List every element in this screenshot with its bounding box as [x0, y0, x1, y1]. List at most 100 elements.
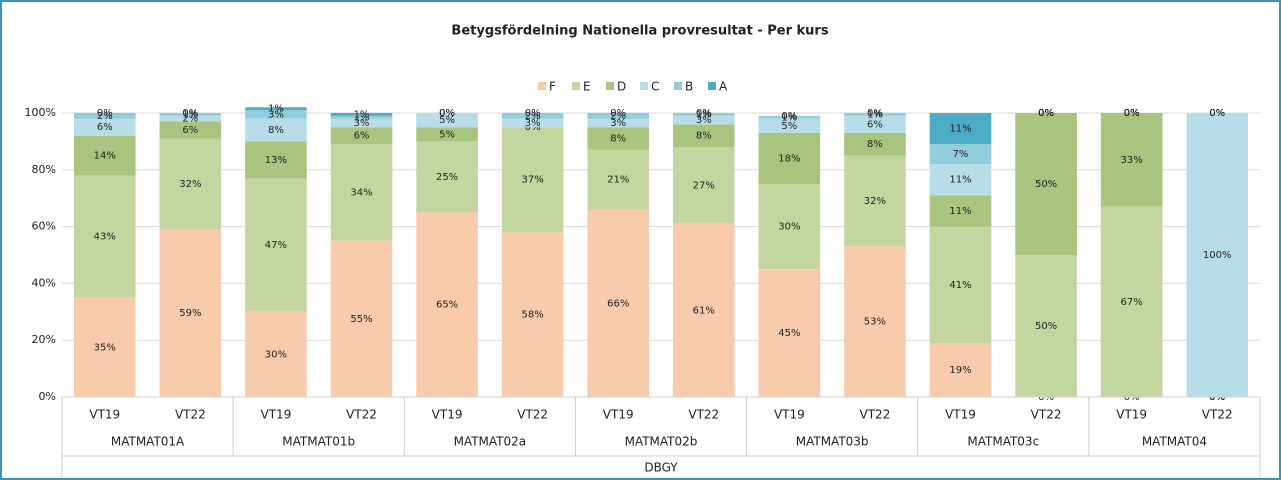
data-label: 11%	[949, 124, 971, 135]
data-label: 55%	[350, 314, 372, 325]
data-label: 14%	[94, 151, 116, 162]
bar-segment	[416, 127, 478, 142]
x-tick-label: VT19	[261, 408, 292, 422]
data-label: 30%	[778, 222, 800, 233]
data-label: 37%	[522, 175, 544, 186]
y-tick-label: 0%	[39, 390, 56, 403]
group-label: MATMAT01b	[282, 435, 355, 449]
bar-segment	[672, 115, 735, 125]
x-tick-label: VT22	[517, 408, 548, 422]
bar-segment	[672, 113, 735, 116]
bar-segment	[758, 269, 821, 397]
data-label: 6%	[867, 119, 883, 130]
bar-segment	[245, 311, 307, 397]
data-label: 67%	[1121, 297, 1143, 308]
bar-segment	[758, 184, 821, 270]
group-label: MATMAT01A	[111, 435, 185, 449]
data-label: 32%	[179, 179, 201, 190]
bar-segment	[929, 164, 992, 196]
data-label: 100%	[1203, 250, 1232, 261]
chart-title: Betygsfördelning Nationella provresultat…	[451, 24, 828, 39]
x-tick-label: VT22	[1202, 408, 1233, 422]
data-label: 0%	[1038, 108, 1054, 119]
bar-segment	[73, 113, 136, 119]
legend-label: B	[685, 80, 693, 94]
group-label: MATMAT02b	[625, 435, 698, 449]
data-label: 19%	[949, 365, 971, 376]
data-label: 47%	[265, 240, 287, 251]
x-tick-label: VT22	[346, 408, 377, 422]
legend-swatch	[674, 82, 682, 90]
bar-segment	[330, 144, 393, 241]
bar-segment	[245, 107, 307, 111]
x-tick-label: VT19	[774, 408, 805, 422]
data-label: 5%	[781, 121, 797, 132]
data-label: 58%	[522, 310, 544, 321]
bar-segment	[73, 135, 136, 176]
bar-segment	[587, 149, 650, 210]
bar-segment	[587, 118, 650, 128]
data-label: 0%	[439, 108, 455, 119]
bar-segment	[416, 212, 478, 397]
data-label: 0%	[781, 111, 797, 122]
legend-swatch	[708, 82, 716, 90]
bar-segment	[330, 115, 393, 119]
bar-segment	[159, 115, 222, 122]
data-label: 0%	[610, 108, 626, 119]
data-label: 1%	[268, 104, 284, 115]
data-label: 1%	[867, 109, 883, 120]
data-label: 1%	[354, 112, 370, 123]
data-label: 2%	[182, 114, 198, 125]
bar-segment	[501, 127, 564, 233]
data-label: 11%	[949, 175, 971, 186]
data-label: 0%	[97, 108, 113, 119]
x-tick-label: VT19	[1116, 408, 1147, 422]
x-tick-label: VT22	[860, 408, 891, 422]
data-label: 61%	[693, 305, 715, 316]
data-label: 5%	[439, 115, 455, 126]
data-label: 43%	[94, 232, 116, 243]
data-label: 18%	[778, 153, 800, 164]
data-label: 8%	[268, 125, 284, 136]
data-label: 0%	[867, 108, 883, 119]
legend-label: C	[651, 80, 659, 94]
bar-segment	[501, 113, 564, 119]
data-label: 34%	[350, 188, 372, 199]
bar-segment	[1100, 206, 1163, 397]
bar-segment	[416, 113, 478, 128]
x-tick-label: VT19	[603, 408, 634, 422]
x-tick-label: VT22	[175, 408, 206, 422]
bar-segment	[159, 138, 222, 230]
data-label: 30%	[265, 349, 287, 360]
data-label: 50%	[1035, 321, 1057, 332]
y-tick-label: 100%	[25, 106, 56, 119]
legend-label: A	[719, 80, 728, 94]
outer-group-label: DBGY	[644, 461, 678, 475]
bar-segment	[73, 118, 136, 136]
data-label: 0%	[1124, 108, 1140, 119]
data-label: 32%	[864, 196, 886, 207]
bar-segment	[1100, 113, 1163, 207]
group-label: MATMAT04	[1142, 435, 1207, 449]
data-label: 0%	[1038, 108, 1054, 119]
bar-segment	[844, 246, 906, 397]
data-label: 2%	[525, 111, 541, 122]
bar-segment	[1015, 255, 1077, 397]
y-tick-label: 20%	[32, 333, 56, 346]
data-label: 41%	[949, 280, 971, 291]
bar-segment	[1015, 113, 1077, 255]
data-label: 2%	[97, 111, 113, 122]
data-label: 6%	[354, 131, 370, 142]
data-label: 6%	[182, 125, 198, 136]
data-label: 0%	[182, 108, 198, 119]
data-label: 3%	[525, 118, 541, 129]
bar-segment	[587, 209, 650, 397]
data-label: 3%	[610, 118, 626, 129]
data-label: 53%	[864, 317, 886, 328]
data-label: 33%	[1121, 155, 1143, 166]
bar-segment	[73, 297, 136, 397]
bar-segment	[587, 113, 650, 119]
data-label: 13%	[265, 155, 287, 166]
